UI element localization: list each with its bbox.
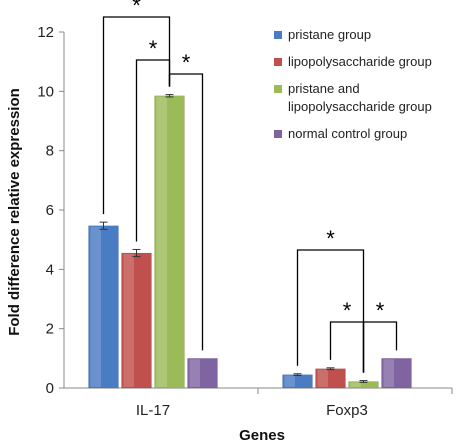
bracket-line	[135, 59, 171, 242]
x-axis-title: Genes	[239, 427, 285, 444]
y-tick-label: 10	[37, 83, 54, 100]
bar	[121, 252, 152, 389]
y-axis-title: Fold difference relative expression	[6, 88, 23, 336]
legend-item: pristane and lipopolysaccharide group	[274, 81, 432, 114]
significance-bracket: *	[362, 298, 398, 373]
bar	[154, 95, 185, 389]
y-tick-label: 4	[46, 261, 54, 278]
significance-star: *	[132, 0, 141, 18]
bar	[381, 358, 412, 389]
chart-axes: 0 2 4 6 8 10 12 IL-17 Foxp3	[37, 24, 453, 419]
significance-bracket: *	[168, 50, 204, 351]
legend-label: normal control group	[288, 126, 407, 141]
bracket-line	[296, 249, 365, 373]
legend-label: lipopolysaccharide group	[288, 54, 432, 69]
significance-bracket: *	[329, 298, 365, 373]
y-tick-label: 8	[46, 143, 54, 160]
bracket-line	[329, 321, 365, 373]
bar-highlight	[350, 382, 361, 387]
bracket-line	[102, 16, 171, 215]
x-tick-label: Foxp3	[326, 402, 368, 419]
bar-highlight	[383, 359, 394, 387]
legend-label-line: pristane and	[288, 81, 360, 96]
legend-label: pristane group	[288, 27, 371, 42]
legend-item: pristane group	[274, 27, 371, 42]
bar-highlight	[189, 359, 200, 387]
legend-swatch	[274, 58, 282, 66]
significance-star: *	[343, 298, 352, 323]
significance-bracket: *	[102, 0, 171, 215]
bar-highlight	[284, 375, 295, 387]
significance-star: *	[326, 226, 335, 251]
bar	[187, 358, 218, 389]
bracket-line	[168, 73, 204, 351]
bar-highlight	[317, 369, 328, 387]
bracket-line	[362, 321, 398, 373]
significance-brackets: * * * * * *	[102, 0, 398, 373]
y-tick-label: 0	[46, 380, 54, 397]
significance-star: *	[376, 298, 385, 323]
significance-star: *	[182, 50, 191, 75]
y-tick-label: 2	[46, 321, 54, 338]
bars-group	[88, 94, 412, 389]
y-tick-label: 6	[46, 202, 54, 219]
bar-highlight	[123, 254, 134, 387]
legend-label-line: lipopolysaccharide group	[288, 99, 432, 114]
y-tick-label: 12	[37, 24, 54, 41]
significance-bracket: *	[135, 36, 171, 242]
x-tick-label: IL-17	[136, 402, 170, 419]
legend-item: lipopolysaccharide group	[274, 54, 432, 69]
significance-star: *	[149, 36, 158, 61]
legend-item: normal control group	[274, 126, 407, 141]
legend-swatch	[274, 130, 282, 138]
bar-highlight	[156, 96, 167, 388]
legend-label: pristane and lipopolysaccharide group	[288, 81, 432, 114]
bar-highlight	[90, 226, 101, 387]
significance-bracket: *	[296, 226, 365, 373]
legend-swatch	[274, 31, 282, 39]
legend-swatch	[274, 85, 282, 93]
bar	[88, 225, 119, 389]
